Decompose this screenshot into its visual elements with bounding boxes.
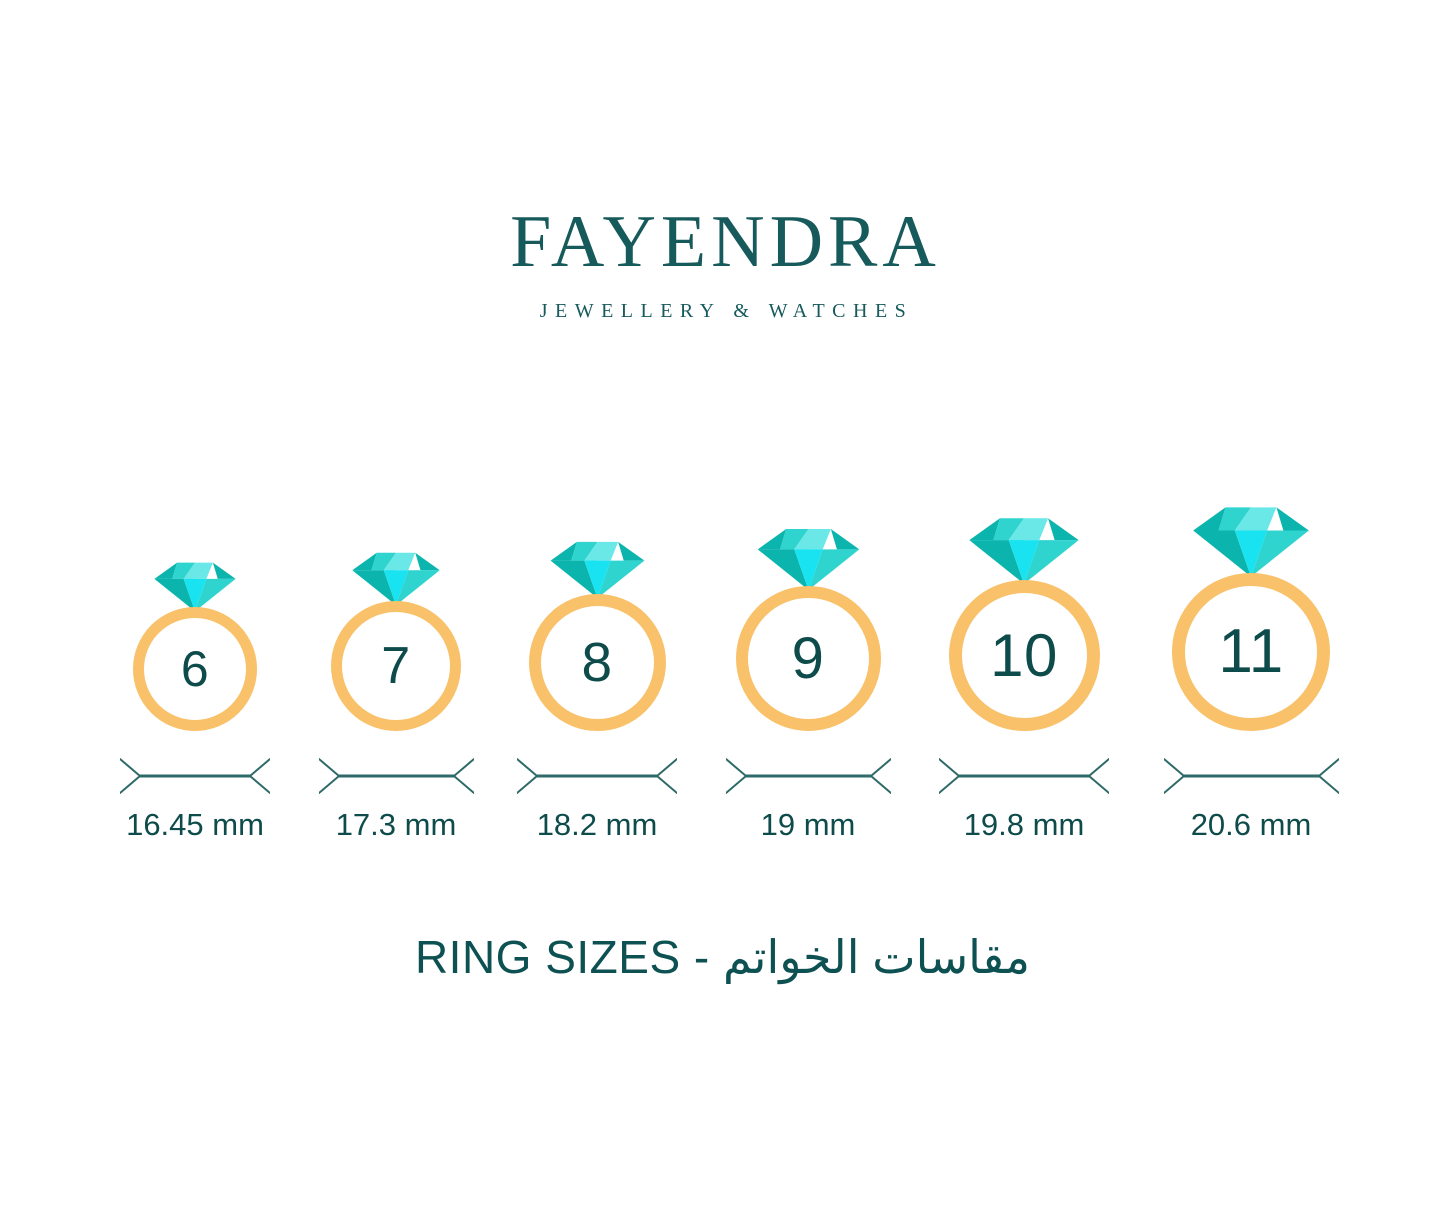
ring-illustration: 7	[331, 551, 461, 731]
ring-size-row: 6 16.45 mm 7 17.3 mm 8 18.2 mm 9 19 mm 10 19.8 mm…	[0, 440, 1445, 840]
ring-size-number: 7	[381, 637, 411, 695]
dimension-line	[725, 758, 891, 794]
ring-size-column[interactable]: 10 19.8 mm	[914, 516, 1134, 840]
dimension-line	[517, 758, 677, 794]
ring-measurement-label: 17.3 mm	[335, 807, 457, 842]
ring-measurement-label: 18.2 mm	[536, 807, 658, 842]
ring-illustration: 6	[133, 561, 257, 731]
ring-size-number: 10	[990, 621, 1058, 689]
ring-measurement-label: 20.6 mm	[1190, 807, 1312, 842]
ring-band: 7	[331, 601, 461, 731]
brand-logo: FAYENDRA JEWELLERY & WATCHES	[0, 205, 1445, 321]
page-title: RING SIZES - مقاسات الخواتم	[414, 931, 1031, 983]
ring-illustration: 9	[735, 527, 881, 731]
diamond-gem-icon	[550, 541, 644, 599]
ring-band: 10	[948, 580, 1100, 731]
dimension-line	[939, 758, 1109, 794]
ring-size-number: 8	[581, 631, 613, 693]
ring-size-column[interactable]: 8 18.2 mm	[487, 540, 707, 840]
ring-size-column[interactable]: 11 20.6 mm	[1141, 505, 1361, 840]
ring-size-number: 9	[791, 625, 825, 691]
ring-size-number: 11	[1218, 617, 1284, 686]
diamond-gem-icon	[969, 518, 1079, 584]
brand-tagline: JEWELLERY & WATCHES	[539, 300, 914, 322]
ring-size-column[interactable]: 9 19 mm	[698, 527, 918, 840]
dimension-line	[120, 758, 270, 794]
ring-size-number: 6	[180, 641, 210, 697]
ring-band: 6	[133, 607, 257, 731]
diamond-gem-icon	[1193, 507, 1309, 577]
ring-illustration: 8	[528, 540, 666, 731]
ring-measurement-label: 19 mm	[760, 807, 856, 842]
ring-measurement-label: 19.8 mm	[963, 807, 1085, 842]
ring-illustration: 11	[1172, 505, 1330, 731]
diamond-gem-icon	[352, 552, 440, 606]
ring-size-column[interactable]: 6 16.45 mm	[85, 561, 305, 840]
ring-band: 8	[528, 594, 666, 731]
ring-measurement-label: 16.45 mm	[126, 807, 264, 842]
ring-band: 9	[735, 586, 881, 731]
diamond-gem-icon	[757, 529, 859, 590]
ring-size-column[interactable]: 7 17.3 mm	[286, 551, 506, 840]
ring-illustration: 10	[948, 516, 1100, 731]
dimension-line	[318, 758, 474, 794]
ring-band: 11	[1172, 573, 1330, 731]
dimension-line	[1163, 758, 1339, 794]
brand-name: FAYENDRA	[510, 201, 941, 283]
diamond-gem-icon	[154, 562, 236, 612]
